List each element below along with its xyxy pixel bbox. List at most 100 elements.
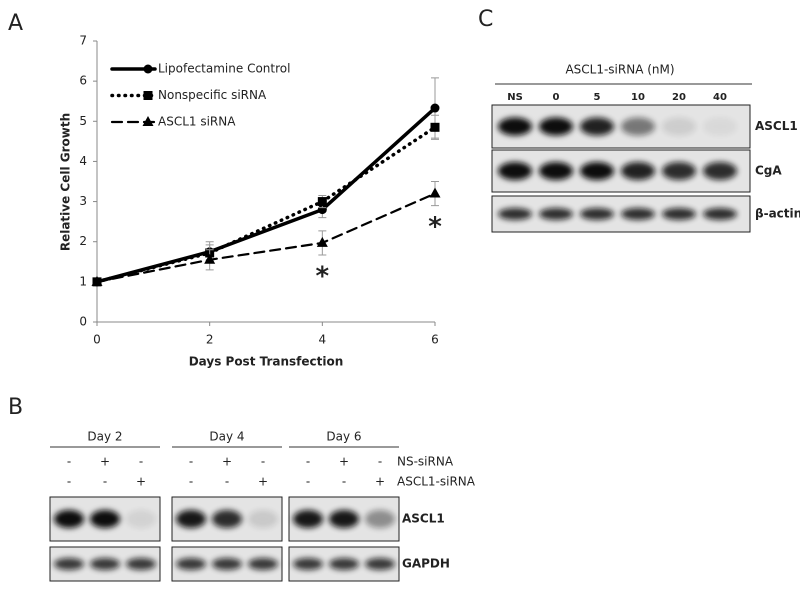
band [90, 510, 120, 528]
lane-label: NS [507, 92, 523, 103]
band-label: ASCL1 [755, 119, 798, 133]
legend-label: ASCL1 siRNA [158, 115, 236, 129]
sign: + [222, 455, 232, 469]
band [662, 208, 696, 220]
panel-label: C [478, 7, 493, 32]
legend-label: Nonspecific siRNA [158, 88, 267, 102]
sign: - [306, 475, 310, 489]
marker [430, 103, 440, 113]
marker [143, 91, 153, 100]
band [498, 162, 532, 180]
x-tick-label: 6 [431, 333, 439, 347]
band-label: GAPDH [402, 557, 450, 571]
band [126, 510, 156, 528]
band [176, 558, 206, 570]
marker [316, 236, 328, 247]
sign: - [342, 475, 346, 489]
group-label: Day 4 [209, 430, 244, 444]
band [365, 510, 395, 528]
y-tick-label: 2 [79, 234, 87, 248]
y-tick-label: 6 [79, 74, 87, 88]
band [703, 162, 737, 180]
band [365, 558, 395, 570]
legend-label: Lipofectamine Control [158, 62, 290, 76]
lane-label: 5 [594, 92, 601, 103]
group-label: Day 6 [326, 430, 361, 444]
x-axis-title: Days Post Transfection [189, 355, 344, 369]
x-tick-label: 0 [93, 333, 101, 347]
row-label: ASCL1-siRNA [397, 475, 476, 489]
series-line [95, 192, 437, 283]
band [539, 117, 573, 136]
sign: - [67, 455, 71, 469]
marker [204, 253, 216, 264]
sign: + [136, 475, 146, 489]
series-line [95, 106, 437, 284]
sign: + [258, 475, 268, 489]
annotation: * [316, 261, 330, 291]
y-tick-label: 0 [79, 315, 87, 329]
y-axis-title: Relative Cell Growth [59, 113, 73, 251]
series-line [95, 125, 437, 284]
sign: - [189, 475, 193, 489]
group-label: Day 2 [87, 430, 122, 444]
band [539, 162, 573, 180]
y-tick-label: 3 [79, 194, 87, 208]
band [212, 510, 242, 528]
sign: + [100, 455, 110, 469]
y-tick-label: 7 [79, 34, 87, 48]
band [662, 162, 696, 180]
band [126, 558, 156, 570]
band [212, 558, 242, 570]
band [293, 510, 323, 528]
band [54, 510, 84, 528]
y-tick-label: 4 [79, 154, 87, 168]
band [703, 117, 737, 136]
x-tick-label: 4 [319, 333, 327, 347]
panel-label: B [8, 395, 23, 420]
marker [91, 275, 103, 286]
band [248, 558, 278, 570]
band [580, 208, 614, 220]
band [621, 162, 655, 180]
band [580, 162, 614, 180]
band [54, 558, 84, 570]
band [293, 558, 323, 570]
lane-label: 40 [713, 92, 727, 103]
band-label: β-actin [755, 207, 800, 221]
band [248, 510, 278, 528]
sign: - [103, 475, 107, 489]
sign: - [225, 475, 229, 489]
lane-label: 10 [631, 92, 645, 103]
band [703, 208, 737, 220]
blot-header: ASCL1-siRNA (nM) [565, 63, 674, 77]
annotation: * [428, 212, 442, 242]
x-tick-label: 2 [206, 333, 214, 347]
band [329, 510, 359, 528]
y-tick-label: 5 [79, 114, 87, 128]
band [580, 117, 614, 136]
marker [142, 116, 154, 126]
marker [430, 122, 440, 132]
sign: + [339, 455, 349, 469]
band-label: ASCL1 [402, 512, 445, 526]
band [329, 558, 359, 570]
marker [429, 187, 441, 198]
lane-label: 0 [553, 92, 560, 103]
marker [317, 197, 327, 207]
lane-label: 20 [672, 92, 686, 103]
band [621, 208, 655, 220]
band-label: CgA [755, 164, 782, 178]
y-tick-label: 1 [79, 274, 87, 288]
band [498, 208, 532, 220]
sign: - [261, 455, 265, 469]
band [498, 117, 532, 136]
sign: - [139, 455, 143, 469]
sign: + [375, 475, 385, 489]
sign: - [306, 455, 310, 469]
sign: - [378, 455, 382, 469]
panel-label: A [8, 11, 23, 36]
band [539, 208, 573, 220]
band [621, 117, 655, 136]
row-label: NS-siRNA [397, 455, 454, 469]
